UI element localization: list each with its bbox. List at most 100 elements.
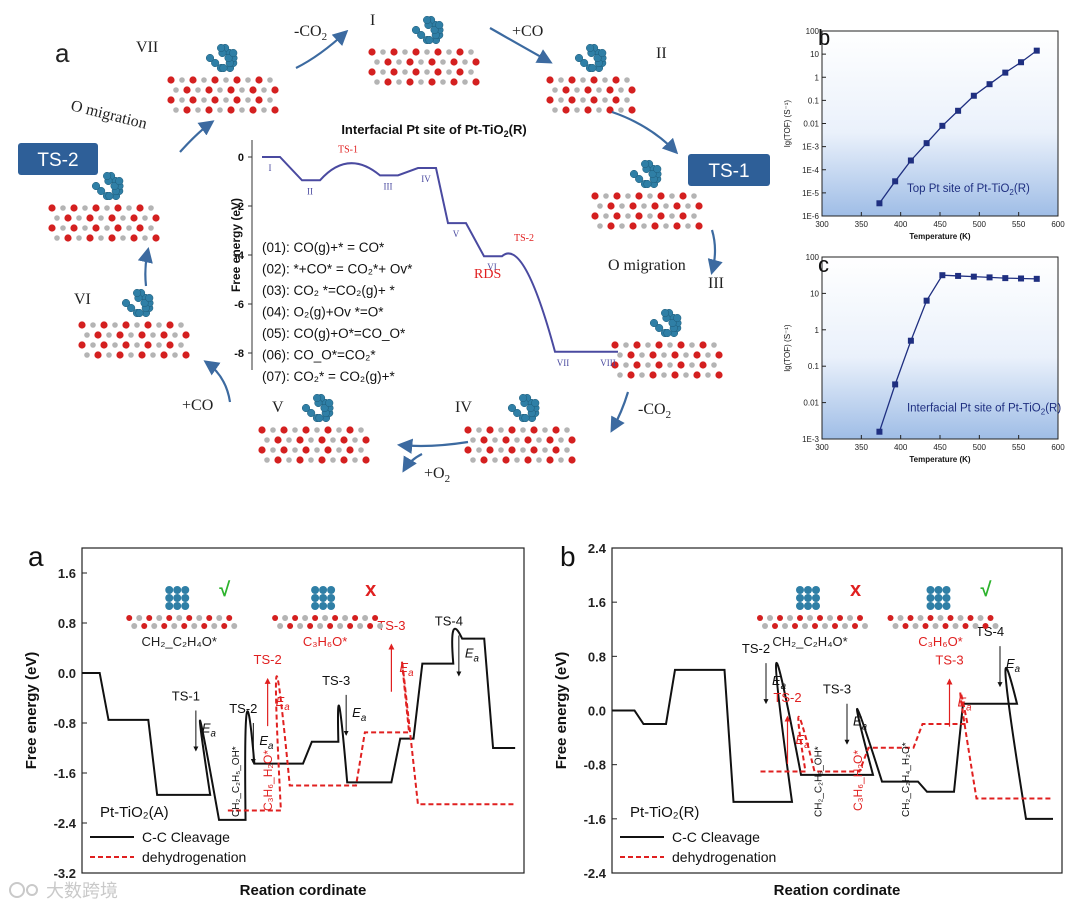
atom bbox=[78, 341, 86, 349]
surface-structure-4 bbox=[611, 308, 723, 379]
atom bbox=[590, 96, 598, 104]
atom bbox=[396, 59, 402, 65]
atom bbox=[112, 342, 118, 348]
atom bbox=[120, 215, 126, 221]
pes-thumb-atom bbox=[216, 615, 223, 621]
atom bbox=[116, 351, 124, 359]
atom bbox=[217, 107, 223, 113]
pes-ea-label-sub: a bbox=[268, 741, 274, 752]
pt-atom bbox=[320, 403, 329, 413]
tof-annotation-main: Interfacial Pt site of Pt-TiO bbox=[907, 403, 1041, 415]
arrow-III-IV bbox=[610, 391, 630, 433]
atom bbox=[596, 107, 602, 113]
tof-panel-label: c bbox=[818, 252, 829, 277]
arrow-II-TS1 bbox=[611, 110, 679, 155]
pes-thumb-pt bbox=[934, 594, 943, 602]
inner-chart-title: Interfacial Pt site of Pt-TiO2(R) bbox=[341, 122, 526, 139]
atom bbox=[612, 76, 620, 84]
pes-thumb-pt bbox=[319, 594, 328, 602]
pt-atom bbox=[133, 288, 142, 298]
atom bbox=[514, 437, 520, 443]
atom bbox=[122, 341, 130, 349]
tof-point bbox=[986, 81, 993, 88]
atom bbox=[270, 447, 276, 453]
pes-thumb-atom bbox=[146, 615, 153, 621]
inner-state-label: TS-2 bbox=[514, 233, 534, 244]
atom bbox=[98, 215, 104, 221]
arrow-TS1-III bbox=[707, 229, 723, 275]
atom bbox=[134, 342, 140, 348]
equation-line: (03): CO₂ *=CO₂(g)+ * bbox=[262, 283, 396, 298]
atom bbox=[258, 446, 266, 454]
label-o-migration-2: O migration bbox=[69, 97, 149, 132]
atom bbox=[699, 341, 707, 349]
pt-atom bbox=[301, 403, 311, 413]
pes-thumb-atom bbox=[992, 623, 999, 629]
pes-thumb-atom bbox=[327, 623, 334, 629]
atom bbox=[580, 97, 586, 103]
pes-thumb-pt bbox=[319, 586, 328, 594]
atom bbox=[440, 59, 446, 65]
pes-thumb-atom bbox=[272, 615, 279, 621]
atom bbox=[663, 223, 669, 229]
pes-y-tick-label: -0.8 bbox=[54, 716, 76, 731]
atom bbox=[508, 446, 516, 454]
atom bbox=[695, 222, 703, 230]
tof-y-tick-label: 100 bbox=[806, 253, 820, 262]
atom bbox=[106, 352, 112, 358]
inner-y-ticks: 0 -2 -4 -6 -8 bbox=[234, 152, 252, 360]
atom bbox=[330, 437, 336, 443]
pes-y-tick-label: 2.4 bbox=[588, 541, 607, 556]
inner-state-label: VII bbox=[557, 358, 570, 368]
atom bbox=[274, 456, 282, 464]
pes-ea-label: Ea bbox=[465, 646, 480, 665]
atom bbox=[48, 204, 56, 212]
atom bbox=[530, 426, 538, 434]
state-labels: I II III IV V VI VII bbox=[74, 12, 724, 416]
atom bbox=[336, 427, 342, 433]
pt-atom bbox=[586, 43, 595, 53]
pes-structure-label: C₃H₆O* bbox=[918, 634, 962, 649]
atom bbox=[691, 193, 697, 199]
state-label-III: III bbox=[708, 275, 724, 292]
pes-panel-label: b bbox=[560, 541, 576, 572]
pes-thumb-atom bbox=[797, 615, 803, 621]
tof-point bbox=[986, 274, 993, 281]
pes-ea-label-red-sub: a bbox=[284, 702, 290, 713]
pt-atom bbox=[229, 48, 238, 58]
atom bbox=[84, 352, 90, 358]
tof-x-tick-label: 500 bbox=[973, 220, 987, 229]
atom bbox=[611, 341, 619, 349]
atom bbox=[647, 193, 653, 199]
atom bbox=[128, 332, 134, 338]
pes-thumb-pt bbox=[311, 586, 320, 594]
atom bbox=[546, 96, 554, 104]
pes-thumb-atom bbox=[231, 623, 238, 629]
atom bbox=[384, 58, 392, 66]
pes-y-tick-label: 0.8 bbox=[58, 616, 76, 631]
atom bbox=[48, 224, 56, 232]
atom bbox=[639, 372, 645, 378]
pes-structure-mark: x bbox=[850, 579, 861, 601]
pes-thumb-pt bbox=[319, 602, 328, 610]
atom bbox=[691, 213, 697, 219]
atom bbox=[597, 223, 603, 229]
atom bbox=[108, 234, 116, 242]
atom bbox=[542, 447, 548, 453]
tof-y-tick-label: 1E-6 bbox=[802, 212, 819, 221]
atom bbox=[486, 446, 494, 454]
tof-point bbox=[907, 337, 914, 344]
pes-thumb-pt bbox=[804, 594, 812, 602]
pt-atom bbox=[325, 398, 334, 408]
pes-thumb-pt bbox=[942, 602, 951, 610]
pes-y-tick-label: -3.2 bbox=[54, 866, 76, 881]
arrow-I-II bbox=[489, 27, 553, 64]
atom bbox=[296, 436, 304, 444]
pt-atom bbox=[629, 169, 639, 179]
tof-point bbox=[939, 272, 946, 279]
tof-chart-interfacial-pt: c 1E-3 0.01 0.1 1 10 100 300 350 400 450 500 550 600 T… bbox=[783, 252, 1065, 464]
tof-x-tick-label: 350 bbox=[855, 443, 869, 452]
tof-y-tick-label: 10 bbox=[810, 289, 819, 298]
atom bbox=[142, 215, 148, 221]
